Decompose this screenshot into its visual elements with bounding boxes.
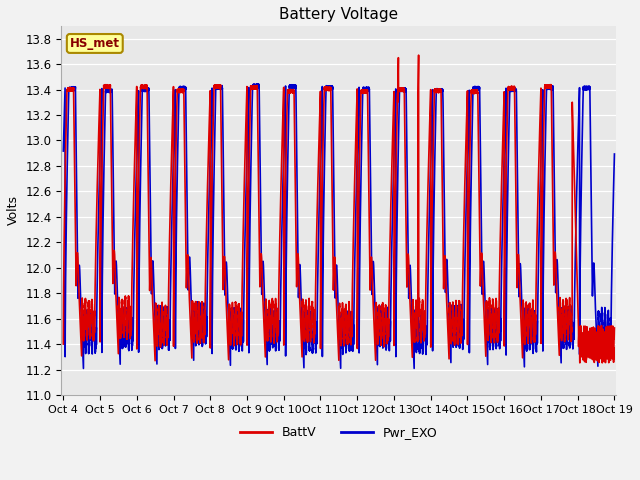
Pwr_EXO (478, 264, 486, 270)
Pwr_EXO (79, 366, 87, 372)
BattV (576, 360, 584, 366)
BattV (478, 251, 486, 256)
BattV (415, 52, 422, 58)
BattV (320, 89, 328, 95)
Text: HS_met: HS_met (70, 37, 120, 50)
Pwr_EXO (247, 178, 255, 184)
Line: Pwr_EXO: Pwr_EXO (63, 84, 614, 369)
Pwr_EXO (588, 209, 595, 215)
BattV (611, 325, 618, 331)
BattV (60, 341, 67, 347)
Pwr_EXO (611, 151, 618, 157)
BattV (588, 348, 595, 354)
Pwr_EXO (60, 148, 67, 154)
Title: Battery Voltage: Battery Voltage (279, 7, 399, 22)
Pwr_EXO (580, 86, 588, 92)
BattV (462, 130, 470, 135)
Pwr_EXO (321, 171, 328, 177)
Pwr_EXO (463, 197, 470, 203)
Legend: BattV, Pwr_EXO: BattV, Pwr_EXO (236, 421, 442, 444)
BattV (247, 91, 255, 96)
BattV (580, 356, 588, 361)
Pwr_EXO (253, 81, 260, 87)
Line: BattV: BattV (63, 55, 614, 363)
Y-axis label: Volts: Volts (7, 195, 20, 226)
